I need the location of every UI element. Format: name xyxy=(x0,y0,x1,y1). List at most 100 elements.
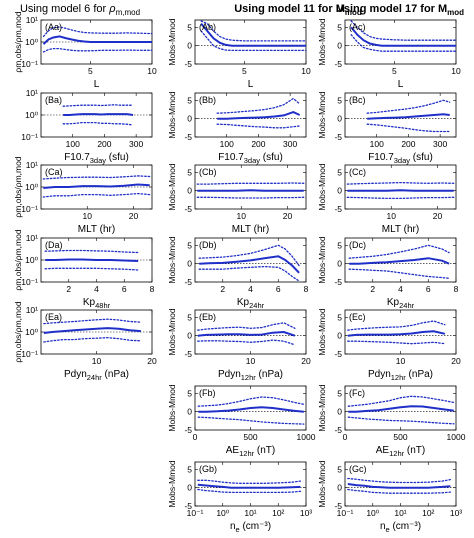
series-median xyxy=(350,26,456,47)
series-lower xyxy=(42,192,151,198)
y-axis-label: Mobs-Mmod xyxy=(167,91,177,139)
y-tick-label: -5 xyxy=(184,132,192,142)
x-tick-label: 10 xyxy=(396,356,406,366)
y-axis-label: Mobs-Mmod xyxy=(167,460,177,508)
series-median xyxy=(200,23,306,47)
x-tick-label: 200 xyxy=(97,139,111,149)
series-upper xyxy=(347,395,455,407)
x-tick-label: 8 xyxy=(304,284,309,294)
y-tick-label: 0 xyxy=(187,407,192,417)
y-axis-label: Mobs-Mmod xyxy=(167,308,177,356)
plot-frame xyxy=(344,19,457,65)
x-tick-label: 10² xyxy=(272,508,284,518)
series-upper xyxy=(42,175,151,180)
panel-label: (Cb) xyxy=(199,167,217,177)
y-tick-label: 5 xyxy=(187,22,192,32)
y-tick-label: 10¹ xyxy=(26,305,38,315)
series-median xyxy=(199,255,300,274)
y-tick-label: 5 xyxy=(187,388,192,398)
x-tick-label: 20 xyxy=(129,211,139,221)
panel-label: (Fc) xyxy=(349,388,365,398)
x-tick-label: 5 xyxy=(242,66,247,76)
y-tick-label: 0 xyxy=(187,259,192,269)
x-axis-label: Pdyn12hr (nPa) xyxy=(218,369,283,382)
panel-Cb: -5 0 5 10 20 (Cb) MLT (hr) Mobs-Mmod xyxy=(167,163,307,235)
y-tick-label: 10⁻¹ xyxy=(21,349,38,359)
y-tick-label: 5 xyxy=(337,388,342,398)
series-lower xyxy=(200,30,307,52)
y-tick-label: -5 xyxy=(334,501,342,511)
y-axis-label: Mobs-Mmod xyxy=(317,91,327,139)
y-tick-label: -5 xyxy=(334,132,342,142)
series-upper xyxy=(347,477,452,484)
panel-Ea: 10⁻¹ 10⁰ 10¹ 10 20 (Ea) Pdyn24hr (nPa) ρm,obs/ρ… xyxy=(13,301,157,382)
y-axis-label: ρm,obs/ρm,mod xyxy=(13,229,23,290)
y-axis-label: Mobs-Mmod xyxy=(167,384,177,432)
x-tick-label: 10 xyxy=(451,66,461,76)
panel-label: (Ca) xyxy=(45,167,63,177)
y-axis-label: Mobs-Mmod xyxy=(317,308,327,356)
y-axis-label: Mobs-Mmod xyxy=(317,460,327,508)
x-tick-label: 10⁻¹ xyxy=(187,508,204,518)
column-title-2: Using model 11 for Mmod xyxy=(234,3,362,17)
series-median xyxy=(367,113,450,120)
series-upper xyxy=(196,182,305,185)
x-tick-label: 10 xyxy=(237,211,247,221)
y-axis-label: Mobs-Mmod xyxy=(317,236,327,284)
x-tick-label: 100 xyxy=(370,139,384,149)
x-tick-label: 10³ xyxy=(300,508,312,518)
series-median xyxy=(45,258,139,262)
x-tick-label: 2 xyxy=(370,284,375,294)
x-axis-label: ne (cm⁻³) xyxy=(380,521,421,534)
panel-Da: 10⁻¹ 10⁰ 10¹ 2 4 6 8 (Da) Kp48hr ρm,obs/ρm,mod xyxy=(13,229,155,310)
series-lower xyxy=(346,196,455,200)
series-upper xyxy=(216,97,301,114)
panel-label: (Eb) xyxy=(199,312,216,322)
series-upper xyxy=(197,322,296,331)
series-lower xyxy=(198,265,300,282)
y-tick-label: 5 xyxy=(337,95,342,105)
panel-label: (Dc) xyxy=(349,240,366,250)
plot-frame xyxy=(344,164,457,210)
series-lower xyxy=(196,196,305,199)
y-tick-label: 10⁻¹ xyxy=(21,277,38,287)
x-tick-label: 1000 xyxy=(447,432,466,442)
x-tick-label: 10² xyxy=(422,508,434,518)
series-lower xyxy=(348,268,450,279)
y-tick-label: 5 xyxy=(187,312,192,322)
x-tick-label: 10 xyxy=(246,356,256,366)
x-tick-label: 6 xyxy=(426,284,431,294)
column-title-3: Using model 17 for Mmod xyxy=(336,3,464,17)
x-tick-label: 0 xyxy=(193,432,198,442)
panel-label: (Aa) xyxy=(45,22,62,32)
y-axis-label: Mobs-Mmod xyxy=(317,384,327,432)
series-upper xyxy=(43,318,142,325)
x-tick-label: 200 xyxy=(401,139,415,149)
panel-label: (Ba) xyxy=(45,95,62,105)
y-tick-label: -5 xyxy=(334,59,342,69)
x-tick-label: 10 xyxy=(147,66,157,76)
y-tick-label: 0 xyxy=(337,41,342,51)
x-tick-label: 5 xyxy=(88,66,93,76)
series-lower xyxy=(366,123,451,133)
panel-label: (Ab) xyxy=(199,22,216,32)
x-axis-label: MLT (hr) xyxy=(382,224,419,235)
x-axis-label: F10.73day (sfu) xyxy=(218,152,283,165)
y-tick-label: 10⁰ xyxy=(25,182,38,192)
y-tick-label: -5 xyxy=(334,349,342,359)
y-tick-label: 5 xyxy=(187,167,192,177)
x-tick-label: 20 xyxy=(147,356,157,366)
x-tick-label: 200 xyxy=(251,139,265,149)
y-tick-label: 10¹ xyxy=(26,15,38,25)
plot-frame xyxy=(194,92,307,138)
x-tick-label: 500 xyxy=(393,432,407,442)
series-lower xyxy=(216,123,301,129)
panel-label: (Gb) xyxy=(199,464,217,474)
panel-Ac: -5 0 5 5 10 (Ac) L Mobs-Mmod xyxy=(317,18,461,90)
y-axis-label: Mobs-Mmod xyxy=(317,163,327,211)
series-lower xyxy=(197,339,296,346)
series-upper xyxy=(197,396,305,407)
series-median xyxy=(198,406,304,413)
x-axis-label: Kp48hr xyxy=(83,297,111,310)
